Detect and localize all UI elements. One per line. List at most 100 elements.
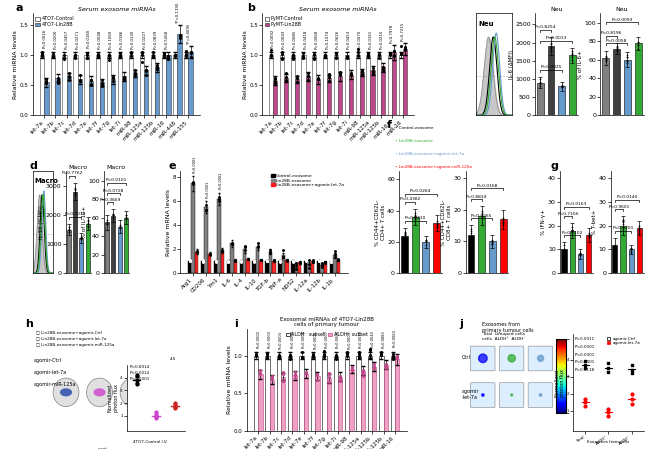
Point bbox=[535, 75, 545, 82]
Point bbox=[335, 70, 345, 78]
Point bbox=[266, 374, 277, 381]
Bar bbox=[292, 375, 296, 431]
Point bbox=[324, 378, 334, 385]
Point bbox=[294, 260, 305, 267]
Bar bbox=[333, 255, 337, 273]
Bar bbox=[302, 55, 306, 115]
Point bbox=[152, 66, 162, 73]
Bar bbox=[306, 76, 309, 115]
Bar bbox=[569, 55, 576, 115]
Point bbox=[266, 376, 277, 383]
Point bbox=[86, 82, 96, 89]
Point bbox=[575, 250, 586, 257]
Point bbox=[575, 249, 586, 256]
Text: P=0.0013: P=0.0013 bbox=[545, 36, 567, 40]
Point bbox=[223, 258, 233, 265]
Point bbox=[255, 369, 266, 376]
Point bbox=[633, 38, 644, 45]
Point bbox=[432, 217, 442, 224]
Point bbox=[281, 69, 291, 76]
Point bbox=[400, 44, 410, 52]
Point bbox=[380, 364, 391, 371]
Point bbox=[476, 212, 487, 219]
Point bbox=[277, 55, 287, 62]
Point bbox=[556, 83, 567, 90]
Point bbox=[287, 52, 298, 59]
Point bbox=[567, 56, 578, 63]
Text: P=0.0160: P=0.0160 bbox=[86, 29, 91, 48]
Point bbox=[535, 82, 545, 89]
Point bbox=[256, 257, 266, 264]
Point bbox=[421, 237, 431, 244]
Point bbox=[53, 79, 63, 86]
Point bbox=[230, 256, 240, 264]
Point bbox=[64, 228, 74, 235]
Text: 1.5: 1.5 bbox=[170, 387, 176, 391]
Point bbox=[70, 55, 81, 62]
Point bbox=[556, 84, 567, 91]
Point bbox=[152, 63, 162, 70]
Point bbox=[130, 69, 140, 76]
Point bbox=[308, 351, 318, 358]
Bar bbox=[188, 53, 192, 115]
Point bbox=[251, 351, 261, 358]
Point bbox=[583, 232, 593, 239]
Point bbox=[466, 230, 476, 237]
Text: P=0.0004: P=0.0004 bbox=[291, 330, 294, 348]
Point bbox=[301, 370, 311, 377]
Point bbox=[535, 79, 545, 86]
Point bbox=[298, 53, 309, 60]
Point bbox=[170, 51, 181, 58]
Point bbox=[389, 51, 399, 58]
Point bbox=[304, 264, 315, 271]
Point bbox=[230, 257, 240, 264]
Point bbox=[356, 71, 367, 78]
Point bbox=[243, 255, 254, 262]
Point bbox=[285, 352, 295, 359]
Bar bbox=[326, 378, 331, 431]
Point bbox=[37, 52, 47, 59]
Point bbox=[324, 70, 335, 77]
Text: • Lin28B-exosome+agomir-miR-125a: • Lin28B-exosome+agomir-miR-125a bbox=[395, 165, 472, 169]
Bar bbox=[578, 254, 583, 273]
Point bbox=[141, 66, 151, 74]
Point bbox=[97, 80, 107, 87]
Point bbox=[583, 230, 593, 238]
Point bbox=[181, 51, 192, 58]
Point bbox=[240, 242, 250, 249]
Point bbox=[64, 229, 74, 236]
Point bbox=[612, 44, 622, 52]
Point bbox=[313, 75, 324, 82]
Point bbox=[378, 64, 389, 71]
Point bbox=[320, 51, 330, 58]
Point bbox=[185, 49, 196, 56]
Point bbox=[601, 57, 611, 64]
Bar bbox=[317, 79, 320, 115]
Point bbox=[185, 257, 195, 264]
Point bbox=[622, 53, 632, 61]
Point bbox=[223, 258, 233, 265]
Point bbox=[622, 60, 632, 67]
Point bbox=[559, 247, 569, 254]
Point bbox=[64, 69, 74, 76]
Text: P=0.0005: P=0.0005 bbox=[302, 330, 306, 348]
Bar bbox=[478, 216, 485, 273]
Point bbox=[252, 242, 263, 249]
Point bbox=[251, 352, 261, 359]
Point bbox=[83, 220, 93, 228]
Point bbox=[389, 52, 399, 59]
Point bbox=[319, 351, 330, 358]
Point bbox=[556, 82, 567, 89]
Title: Serum exosome miRNAs: Serum exosome miRNAs bbox=[77, 7, 155, 12]
Text: P=0.0227: P=0.0227 bbox=[142, 30, 146, 49]
Point bbox=[333, 256, 344, 264]
Point bbox=[302, 70, 313, 77]
Point bbox=[121, 211, 131, 219]
Point bbox=[634, 229, 645, 236]
Point bbox=[296, 353, 307, 361]
Point bbox=[70, 185, 81, 192]
Text: P=0.0093: P=0.0093 bbox=[611, 18, 632, 22]
Point bbox=[262, 257, 272, 264]
Point bbox=[270, 74, 280, 81]
Text: P=0.0002: P=0.0002 bbox=[256, 330, 260, 348]
